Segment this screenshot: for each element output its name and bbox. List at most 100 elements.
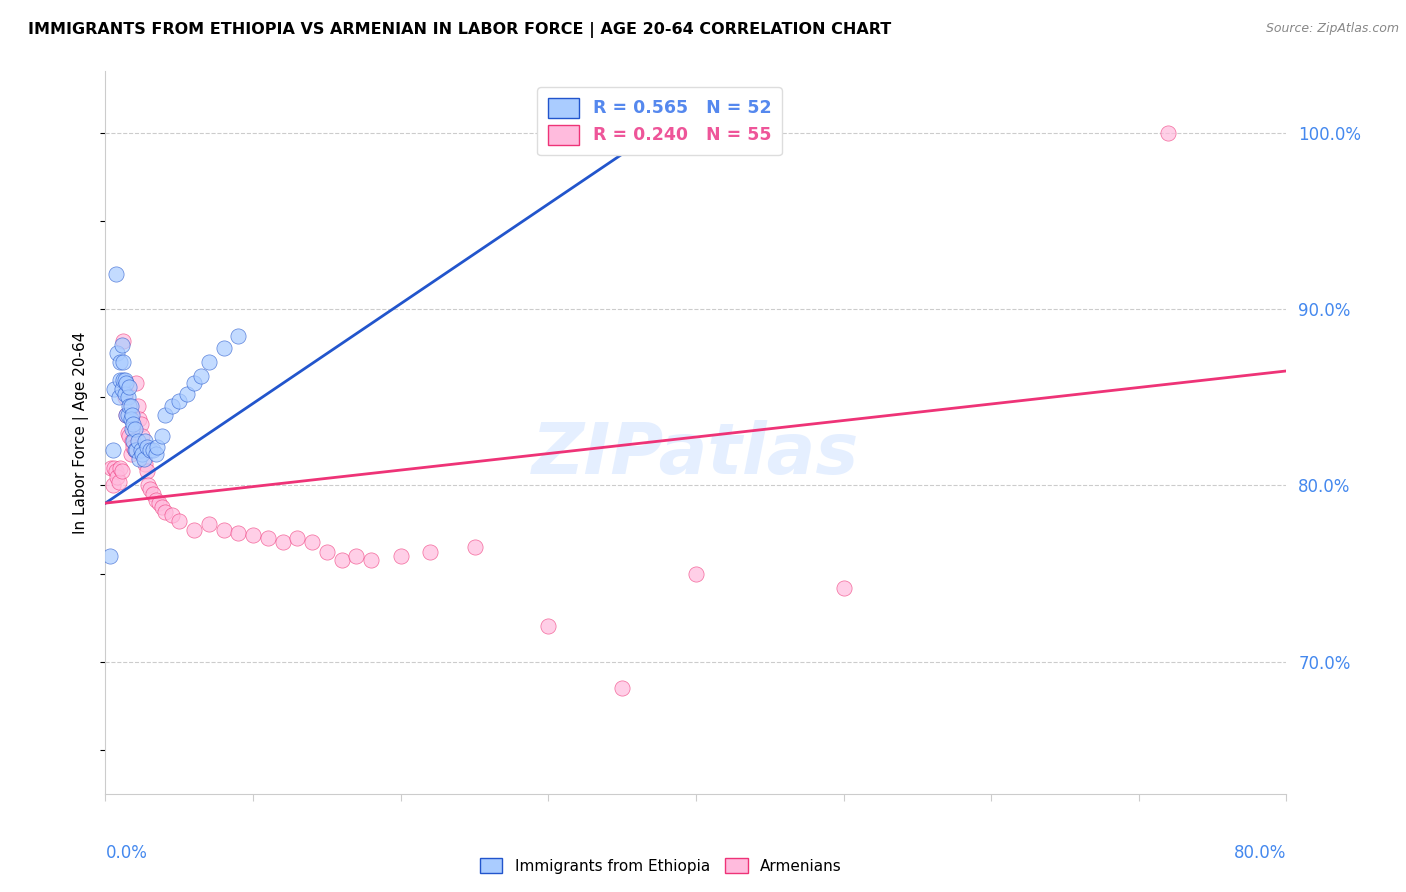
Point: [832, 581, 855, 595]
Point: [107, 475, 129, 489]
Point: [160, 399, 183, 413]
Point: [464, 540, 486, 554]
Point: [242, 528, 264, 542]
Point: [103, 382, 125, 396]
Point: [226, 526, 250, 541]
Point: [118, 399, 141, 413]
Point: [122, 440, 145, 454]
Point: [104, 267, 127, 281]
Point: [389, 549, 412, 563]
Point: [127, 434, 149, 449]
Point: [135, 464, 157, 478]
Point: [145, 447, 167, 461]
Point: [122, 434, 145, 449]
Point: [105, 346, 128, 360]
Point: [197, 517, 219, 532]
Point: [132, 452, 155, 467]
Point: [145, 492, 167, 507]
Point: [120, 399, 142, 413]
Point: [100, 461, 122, 475]
Text: Source: ZipAtlas.com: Source: ZipAtlas.com: [1265, 22, 1399, 36]
Point: [197, 355, 219, 369]
Point: [118, 380, 141, 394]
Text: ZIPatlas: ZIPatlas: [533, 420, 859, 489]
Legend: Immigrants from Ethiopia, Armenians: Immigrants from Ethiopia, Armenians: [474, 852, 848, 880]
Point: [212, 341, 235, 355]
Point: [128, 411, 150, 425]
Point: [360, 552, 382, 566]
Point: [114, 373, 136, 387]
Point: [110, 373, 132, 387]
Point: [138, 443, 162, 458]
Point: [111, 464, 134, 478]
Point: [183, 376, 205, 391]
Point: [134, 434, 156, 449]
Legend: R = 0.565   N = 52, R = 0.240   N = 55: R = 0.565 N = 52, R = 0.240 N = 55: [537, 87, 782, 155]
Point: [212, 523, 235, 537]
Point: [134, 458, 156, 472]
Point: [110, 461, 132, 475]
Point: [124, 443, 146, 458]
Point: [131, 429, 153, 443]
Point: [112, 334, 135, 348]
Point: [640, 126, 664, 140]
Point: [226, 328, 250, 343]
Point: [136, 478, 159, 492]
Point: [114, 390, 136, 404]
Point: [103, 461, 125, 475]
Point: [117, 390, 139, 404]
Point: [101, 443, 124, 458]
Point: [153, 505, 176, 519]
Point: [105, 469, 128, 483]
Text: 0.0%: 0.0%: [105, 845, 148, 863]
Point: [127, 399, 149, 413]
Point: [131, 447, 153, 461]
Point: [129, 443, 152, 458]
Point: [685, 566, 707, 581]
Point: [190, 369, 212, 384]
Point: [150, 500, 173, 514]
Point: [153, 408, 176, 422]
Point: [287, 532, 309, 546]
Point: [98, 549, 121, 563]
Point: [183, 523, 205, 537]
Point: [148, 496, 170, 510]
Point: [101, 478, 124, 492]
Point: [330, 552, 353, 566]
Point: [117, 425, 139, 440]
Point: [107, 390, 129, 404]
Point: [256, 532, 278, 546]
Point: [110, 355, 132, 369]
Point: [1157, 126, 1180, 140]
Point: [160, 508, 183, 523]
Point: [132, 443, 155, 458]
Point: [419, 545, 441, 559]
Point: [138, 482, 162, 496]
Point: [169, 514, 191, 528]
Point: [596, 126, 619, 140]
Point: [169, 393, 191, 408]
Point: [129, 417, 152, 431]
Point: [135, 440, 157, 454]
Point: [121, 434, 143, 449]
Point: [271, 534, 294, 549]
Point: [118, 429, 141, 443]
Point: [111, 382, 134, 396]
Point: [537, 619, 560, 633]
Point: [315, 545, 337, 559]
Point: [122, 417, 145, 431]
Point: [610, 681, 633, 695]
Point: [124, 422, 146, 436]
Y-axis label: In Labor Force | Age 20-64: In Labor Force | Age 20-64: [73, 332, 90, 533]
Point: [301, 534, 323, 549]
Point: [115, 408, 138, 422]
Point: [124, 443, 146, 458]
Point: [125, 376, 148, 391]
Point: [112, 373, 135, 387]
Text: IMMIGRANTS FROM ETHIOPIA VS ARMENIAN IN LABOR FORCE | AGE 20-64 CORRELATION CHAR: IMMIGRANTS FROM ETHIOPIA VS ARMENIAN IN …: [28, 22, 891, 38]
Point: [128, 452, 150, 467]
Point: [346, 549, 368, 563]
Point: [176, 387, 198, 401]
Point: [120, 411, 142, 425]
Point: [146, 440, 169, 454]
